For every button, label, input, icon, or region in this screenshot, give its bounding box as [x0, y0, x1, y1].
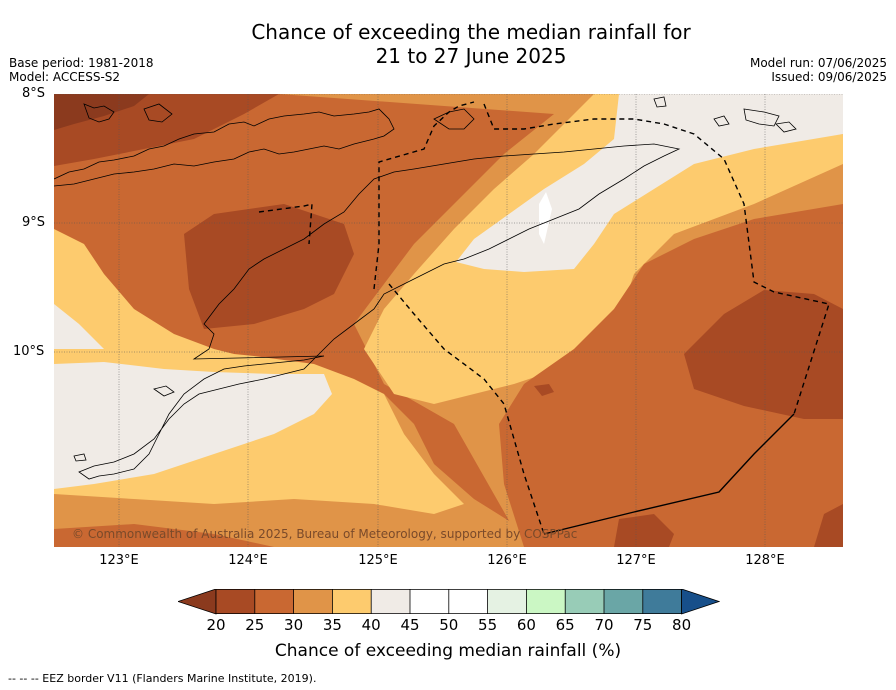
colorbar-bin-25-30 [254, 589, 294, 614]
lon-label-123e: 123°E [99, 553, 139, 568]
colorbar-tick-25: 25 [245, 616, 265, 634]
lon-label-128e: 128°E [745, 553, 785, 568]
colorbar-bin-55-60 [487, 589, 527, 614]
region-20-25-spot [534, 384, 554, 396]
lon-label-125e: 125°E [358, 553, 398, 568]
colorbar-tick-55: 55 [478, 616, 498, 634]
map-title: Chance of exceeding the median rainfall … [0, 20, 896, 68]
colorbar-bin-70-75 [604, 589, 643, 614]
colorbar-title: Chance of exceeding median rainfall (%) [274, 641, 622, 661]
colorbar-tick-35: 35 [322, 616, 342, 634]
lat-label-8s: 8°S [22, 86, 46, 101]
colorbar-tick-30: 30 [284, 616, 304, 634]
lat-label-9s: 9°S [22, 215, 46, 230]
eez-border-solid [543, 413, 795, 535]
colorbar-bin-40-45 [371, 589, 410, 614]
model-run: Model run: 07/06/2025 [749, 56, 887, 70]
lon-label-124e: 124°E [228, 553, 268, 568]
region-25-30-s [54, 524, 274, 547]
colorbar-bin-30-35 [293, 589, 333, 614]
lon-label-127e: 127°E [616, 553, 656, 568]
region-lt20-nw [54, 94, 149, 130]
colorbar-tick-20: 20 [206, 616, 226, 634]
region-35-40-belt [364, 94, 843, 404]
colorbar-bin-35-40 [332, 589, 372, 614]
rainfall-map [54, 94, 843, 547]
region-20-25-central [184, 204, 354, 329]
copyright-notice: © Commonwealth of Australia 2025, Bureau… [72, 527, 578, 541]
eez-footnote: -- -- -- EEZ border V11 (Flanders Marine… [8, 672, 317, 685]
colorbar-bin-20-25 [216, 589, 255, 614]
metadata-right: Model run: 07/06/2025 Issued: 09/06/2025 [750, 56, 887, 84]
title-line-2: 21 to 27 June 2025 [375, 44, 567, 68]
model-name: Model: ACCESS-S2 [9, 70, 121, 84]
metadata-left: Base period: 1981-2018 Model: ACCESS-S2 [9, 56, 154, 84]
colorbar-bin-60-65 [526, 589, 566, 614]
colorbar-tick-45: 45 [400, 616, 420, 634]
colorbar-over-arrow [681, 589, 720, 615]
colorbar [178, 589, 720, 615]
lat-label-10s: 10°S [13, 344, 45, 359]
colorbar-bin-45-50 [410, 589, 449, 614]
colorbar-tick-50: 50 [439, 616, 459, 634]
colorbar-tick-65: 65 [555, 616, 575, 634]
region-20-25-spot-se [814, 504, 843, 547]
base-period: Base period: 1981-2018 [9, 56, 154, 70]
region-40-45-ne [456, 94, 843, 272]
region-20-25-spot-s [614, 514, 674, 547]
colorbar-dividers [215, 589, 683, 615]
coastlines [54, 96, 797, 480]
eez-border [258, 101, 830, 535]
colorbar-bin-65-70 [565, 589, 604, 614]
colorbar-tick-40: 40 [361, 616, 381, 634]
gridlines [54, 94, 843, 547]
colorbar-bin-75-80 [642, 589, 682, 614]
colorbar-tick-75: 75 [633, 616, 653, 634]
issued-date: Issued: 09/06/2025 [771, 70, 887, 84]
region-35-40-west [54, 229, 234, 354]
colorbar-bin-50-55 [448, 589, 488, 614]
lon-label-126e: 126°E [487, 553, 527, 568]
title-line-1: Chance of exceeding the median rainfall … [251, 20, 691, 44]
colorbar-tick-80: 80 [672, 616, 692, 634]
region-25-30-se [499, 204, 843, 547]
region-white-spot [539, 192, 552, 244]
colorbar-under-arrow [178, 589, 217, 615]
region-40-45-sw [54, 362, 332, 489]
colorbar-tick-60: 60 [516, 616, 536, 634]
colorbar-tick-70: 70 [594, 616, 614, 634]
